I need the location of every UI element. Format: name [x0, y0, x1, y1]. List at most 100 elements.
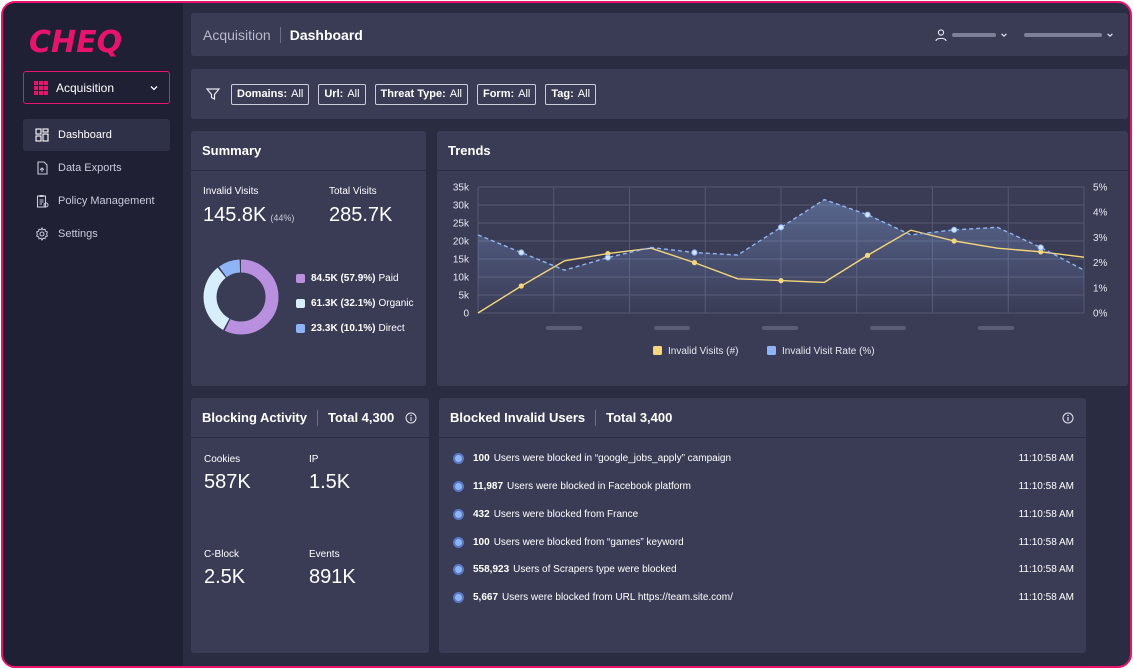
- legend-swatch: [296, 324, 305, 333]
- legend-label[interactable]: Invalid Visits (#): [668, 346, 738, 357]
- events-label: Events: [309, 549, 340, 560]
- dashboard-icon: [35, 128, 49, 142]
- ip-value: 1.5K: [309, 471, 351, 493]
- invalid-visits-point[interactable]: [864, 252, 871, 258]
- info-icon[interactable]: [1062, 412, 1074, 424]
- legend-swatch: [296, 274, 305, 283]
- status-dot: [453, 591, 464, 603]
- x-tick-label-placeholder: [870, 326, 906, 330]
- status-dot: [453, 536, 464, 548]
- invalid-visits-point[interactable]: [951, 238, 957, 244]
- cheq-logo[interactable]: CHEQ: [27, 21, 137, 61]
- donut-slice-organic[interactable]: [203, 259, 279, 335]
- legend-label: Organic: [378, 298, 414, 309]
- gear-icon: [35, 227, 49, 241]
- filter-domains[interactable]: Domains: All: [231, 83, 310, 105]
- filter-threat-type[interactable]: Threat Type: All: [374, 83, 468, 105]
- legend-label[interactable]: Invalid Visit Rate (%): [782, 346, 875, 357]
- trends-title: Trends: [437, 131, 1128, 171]
- blocked-count: 11,987: [473, 480, 504, 492]
- list-item[interactable]: 100 Users were blocked from “games” keywo…: [453, 531, 1074, 553]
- filter-bar: Domains: All Url: All Threat Type: All Form…: [191, 69, 1128, 119]
- invalid-rate-point[interactable]: [1037, 244, 1044, 251]
- blocked-users-title: Blocked Invalid Users: [450, 410, 586, 425]
- filter-name: Domains:: [237, 88, 288, 100]
- breadcrumb-separator: [279, 26, 281, 43]
- invalid-rate-line[interactable]: [477, 198, 1085, 271]
- list-item[interactable]: 432 Users were blocked from France 11:10:5…: [453, 503, 1074, 525]
- legend-label: Direct: [378, 323, 405, 334]
- list-item[interactable]: 100 Users were blocked in “google_jobs_ap…: [453, 447, 1074, 469]
- summary-title: Summary: [191, 131, 426, 171]
- status-dot: [453, 480, 464, 492]
- sidebar-item-policy-management[interactable]: Policy Management: [23, 185, 170, 217]
- filter-icon[interactable]: [205, 86, 221, 102]
- breadcrumb-parent[interactable]: Acquisition: [203, 26, 271, 43]
- cookies-label: Cookies: [204, 454, 241, 465]
- timestamp: 11:10:58 AM: [1018, 452, 1074, 464]
- blocked-description: Users were blocked in Facebook platform: [507, 480, 692, 492]
- sidebar-nav: Dashboard Data Exports Policy Management…: [23, 119, 170, 251]
- y-left-tick-label: 5k: [458, 291, 470, 302]
- blocked-users-header: Blocked Invalid Users Total 3,400: [439, 398, 1086, 438]
- invalid-visits-point[interactable]: [518, 283, 524, 289]
- invalid-rate-point[interactable]: [864, 211, 871, 218]
- workspace-select[interactable]: Acquisition: [23, 71, 170, 104]
- donut-legend: 84.5K (57.9%) Paid 61.3K (32.1%) Organic 2…: [296, 266, 414, 341]
- account-select-placeholder[interactable]: [1024, 32, 1102, 37]
- sidebar-item-dashboard[interactable]: Dashboard: [23, 119, 170, 151]
- invalid-visits-number: 145.8K: [203, 204, 267, 226]
- filter-value: All: [291, 88, 304, 100]
- info-icon[interactable]: [405, 412, 417, 424]
- filter-tag[interactable]: Tag: All: [545, 83, 597, 105]
- svg-text:CHEQ: CHEQ: [29, 25, 122, 60]
- legend-swatch: [296, 299, 305, 308]
- chevron-down-icon[interactable]: [1106, 31, 1114, 39]
- filter-name: Url:: [324, 88, 344, 100]
- y-right-tick-label: 2%: [1093, 258, 1108, 269]
- legend-value: 84.5K (57.9%): [311, 273, 376, 284]
- list-item[interactable]: 11,987 Users were blocked in Facebook pla…: [453, 475, 1074, 497]
- invalid-visits-point[interactable]: [778, 278, 784, 284]
- summary-card: Summary Invalid Visits 145.8K (44%) Total…: [191, 131, 426, 386]
- y-right-tick-label: 4%: [1093, 208, 1108, 219]
- sidebar-item-label: Settings: [58, 228, 98, 240]
- list-item[interactable]: 5,667 Users were blocked from URL https:/…: [453, 586, 1074, 608]
- total-visits-value: 285.7K: [329, 204, 393, 226]
- blocking-activity-title: Blocking Activity: [202, 410, 307, 425]
- list-item[interactable]: 558,923 Users of Scrapers type were block…: [453, 558, 1074, 580]
- sidebar-item-label: Dashboard: [58, 129, 112, 141]
- top-right-controls: [934, 13, 1114, 56]
- user-name-placeholder[interactable]: [952, 32, 996, 37]
- apps-grid-icon: [34, 80, 48, 95]
- top-bar: Acquisition Dashboard: [191, 13, 1128, 56]
- timestamp: 11:10:58 AM: [1018, 536, 1074, 548]
- policy-icon: [36, 195, 49, 208]
- blocked-description: Users were blocked in “google_jobs_apply…: [493, 452, 732, 464]
- user-icon: [935, 28, 947, 41]
- sidebar-item-data-exports[interactable]: Data Exports: [23, 152, 170, 184]
- legend-value: 23.3K (10.1%): [311, 323, 376, 334]
- x-tick-label-placeholder: [654, 326, 690, 330]
- invalid-rate-point[interactable]: [518, 249, 525, 256]
- blocked-invalid-users-card: Blocked Invalid Users Total 3,400 100 Use…: [439, 398, 1086, 653]
- invalid-visits-point[interactable]: [1038, 249, 1044, 255]
- status-dot: [453, 563, 464, 575]
- chevron-down-icon[interactable]: [1000, 31, 1008, 39]
- invalid-visits-point[interactable]: [691, 260, 698, 266]
- invalid-visits-label: Invalid Visits: [203, 186, 259, 197]
- blocked-count: 432: [473, 508, 490, 520]
- donut-slice-paid[interactable]: [203, 259, 279, 335]
- blocked-count: 100: [473, 452, 490, 464]
- timestamp: 11:10:58 AM: [1018, 591, 1074, 603]
- invalid-rate-point[interactable]: [777, 224, 785, 231]
- invalid-rate-point[interactable]: [604, 254, 611, 261]
- sidebar-item-settings[interactable]: Settings: [23, 218, 170, 250]
- invalid-rate-point[interactable]: [691, 249, 698, 256]
- filter-url[interactable]: Url: All: [318, 83, 366, 105]
- filter-form[interactable]: Form: All: [476, 83, 537, 105]
- workspace-select-label: Acquisition: [56, 80, 115, 95]
- invalid-rate-point[interactable]: [951, 226, 958, 233]
- filter-name: Threat Type:: [380, 88, 446, 100]
